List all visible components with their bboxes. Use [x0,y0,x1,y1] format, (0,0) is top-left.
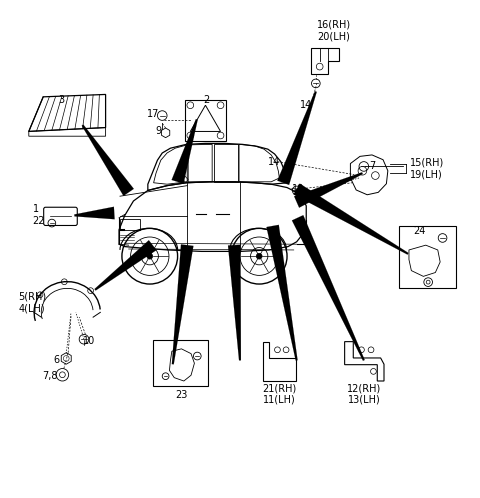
Text: 24: 24 [413,226,425,236]
Text: 14: 14 [300,100,312,110]
Text: 10: 10 [83,336,95,346]
Bar [153,340,208,386]
Text: 9: 9 [156,126,161,136]
Text: 6: 6 [54,356,60,366]
Polygon shape [277,91,317,185]
Text: 7,8: 7,8 [43,371,58,381]
Polygon shape [82,124,134,196]
Text: 21(RH)
11(LH): 21(RH) 11(LH) [262,383,297,405]
Bar [120,219,140,230]
Bar [399,226,456,288]
Polygon shape [228,245,241,361]
Text: 3: 3 [59,95,64,105]
Polygon shape [74,207,115,219]
Text: 12(RH)
13(LH): 12(RH) 13(LH) [347,383,381,405]
Polygon shape [294,172,363,208]
Text: 7: 7 [370,161,376,171]
Polygon shape [266,225,298,361]
Circle shape [147,253,153,259]
Text: 2: 2 [203,95,210,105]
Polygon shape [292,215,365,361]
Text: 1: 1 [33,204,39,214]
Text: 14: 14 [267,157,280,167]
Text: 18: 18 [292,184,304,194]
Text: 15(RH)
19(LH): 15(RH) 19(LH) [410,157,444,179]
Text: 16(RH)
20(LH): 16(RH) 20(LH) [316,20,351,41]
Polygon shape [293,184,408,254]
Text: 23: 23 [175,390,188,400]
Text: 22: 22 [33,216,45,226]
Polygon shape [172,119,198,184]
Polygon shape [172,245,193,365]
Circle shape [256,253,262,259]
Text: 17: 17 [147,109,160,119]
Polygon shape [95,240,156,290]
Text: 5(RH)
4(LH): 5(RH) 4(LH) [18,292,47,314]
